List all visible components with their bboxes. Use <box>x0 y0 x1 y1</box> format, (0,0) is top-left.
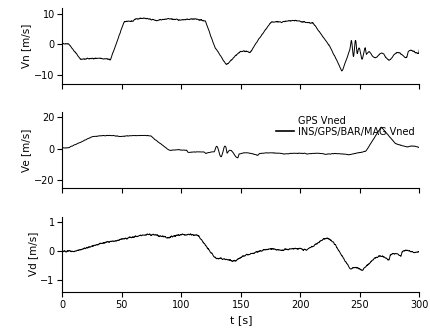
Y-axis label: Vd [m/s]: Vd [m/s] <box>28 232 38 277</box>
X-axis label: t [s]: t [s] <box>230 315 252 325</box>
Y-axis label: Ve [m/s]: Ve [m/s] <box>22 128 31 172</box>
Legend: GPS Vned, INS/GPS/BAR/MAG Vned: GPS Vned, INS/GPS/BAR/MAG Vned <box>276 116 415 137</box>
Y-axis label: Vn [m/s]: Vn [m/s] <box>22 24 31 68</box>
